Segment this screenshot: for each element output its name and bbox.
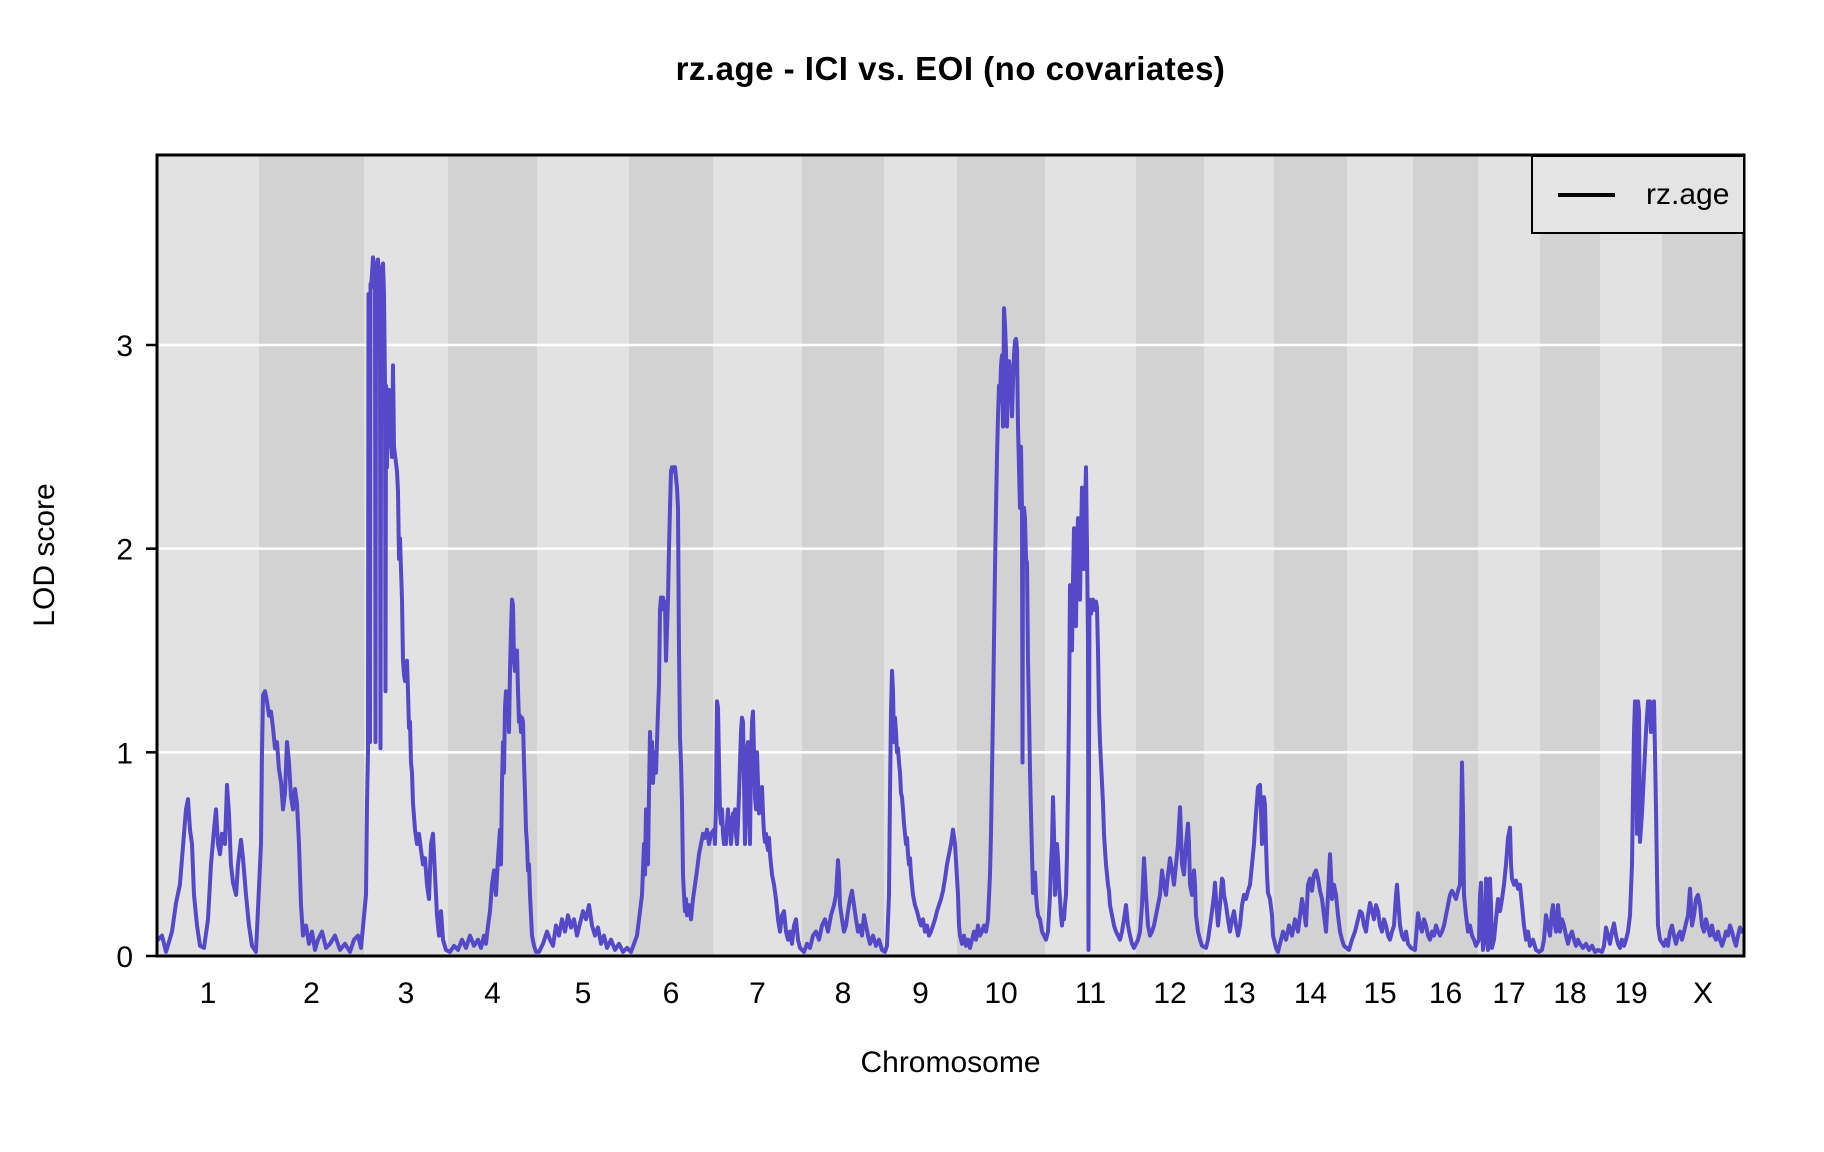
x-tick-label-17: 17 bbox=[1492, 977, 1525, 1010]
x-tick-label-1: 1 bbox=[200, 977, 217, 1010]
x-tick-label-11: 11 bbox=[1075, 977, 1106, 1010]
chrom-band-5 bbox=[537, 155, 629, 956]
x-tick-label-13: 13 bbox=[1222, 977, 1255, 1010]
chrom-band-15 bbox=[1347, 155, 1413, 956]
x-tick-label-19: 19 bbox=[1614, 977, 1647, 1010]
chrom-band-4 bbox=[448, 155, 537, 956]
x-tick-label-14: 14 bbox=[1294, 977, 1327, 1010]
chrom-band-12 bbox=[1136, 155, 1204, 956]
plot-border bbox=[155, 153, 1746, 958]
chrom-band-1 bbox=[157, 155, 259, 956]
chrom-band-17 bbox=[1478, 155, 1540, 956]
x-tick-label-12: 12 bbox=[1153, 977, 1186, 1010]
y-tick-label-2: 2 bbox=[116, 534, 133, 567]
x-axis-label: Chromosome bbox=[860, 1046, 1041, 1079]
chart-title: rz.age - ICI vs. EOI (no covariates) bbox=[675, 50, 1226, 87]
chrom-band-8 bbox=[802, 155, 884, 956]
chrom-band-X bbox=[1662, 155, 1744, 956]
lod-curve bbox=[156, 255, 1744, 954]
chrom-band-18 bbox=[1540, 155, 1600, 956]
chrom-band-16 bbox=[1413, 155, 1478, 956]
x-tick-label-8: 8 bbox=[835, 977, 852, 1010]
chrom-band-9 bbox=[884, 155, 957, 956]
chrom-band-14 bbox=[1274, 155, 1347, 956]
x-tick-label-4: 4 bbox=[484, 977, 501, 1010]
x-tick-label-16: 16 bbox=[1429, 977, 1462, 1010]
chrom-band-2 bbox=[259, 155, 364, 956]
x-tick-label-3: 3 bbox=[398, 977, 415, 1010]
chrom-band-6 bbox=[629, 155, 713, 956]
x-tick-label-9: 9 bbox=[912, 977, 929, 1010]
y-tick-label-3: 3 bbox=[116, 330, 133, 363]
legend-line-sample-icon bbox=[1558, 192, 1615, 197]
x-tick-label-15: 15 bbox=[1363, 977, 1396, 1010]
x-tick-label-6: 6 bbox=[663, 977, 680, 1010]
y-tick-label-0: 0 bbox=[116, 941, 133, 974]
x-tick-label-10: 10 bbox=[984, 977, 1017, 1010]
x-tick-label-2: 2 bbox=[303, 977, 320, 1010]
legend-series-label: rz.age bbox=[1646, 177, 1730, 211]
legend-box: rz.age bbox=[1531, 155, 1745, 234]
x-tick-label-7: 7 bbox=[749, 977, 766, 1010]
y-tick-label-1: 1 bbox=[116, 737, 133, 770]
x-tick-label-18: 18 bbox=[1553, 977, 1586, 1010]
x-tick-label-5: 5 bbox=[575, 977, 592, 1010]
x-tick-label-X: X bbox=[1693, 977, 1713, 1010]
